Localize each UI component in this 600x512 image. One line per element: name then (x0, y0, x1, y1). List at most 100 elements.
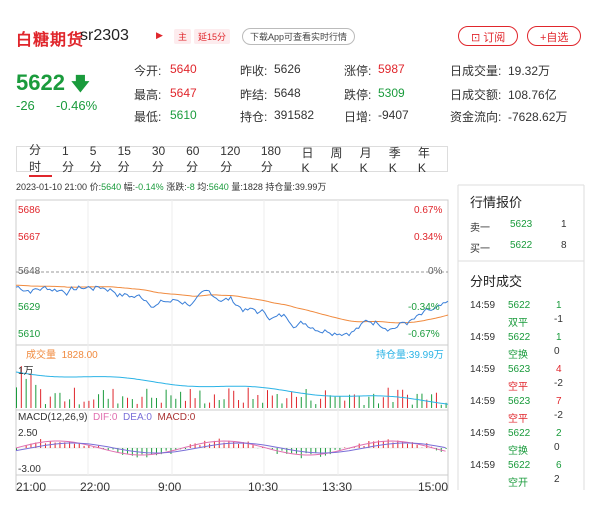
tab-monthly-k[interactable]: 月K (359, 145, 372, 175)
volume-bar (16, 387, 17, 408)
volume-bar (411, 404, 413, 408)
volume-bar (426, 399, 428, 408)
trade-oi-change: -1 (554, 314, 563, 325)
tab-1min[interactable]: 1分 (61, 143, 74, 174)
price-axis-3: 5648 (18, 266, 41, 277)
play-icon[interactable]: ▶ (156, 30, 163, 40)
volume-bar (146, 388, 148, 408)
volume-bar (93, 399, 95, 408)
last-price: 5622 🡇 (16, 70, 90, 102)
volume-bar (315, 404, 317, 408)
macd-bar (426, 443, 428, 448)
volume-legend-value: 1828.00 (61, 350, 98, 361)
ask1-label: 卖一 (470, 223, 490, 234)
trade-price: 5623 (508, 396, 531, 407)
volume-bar (88, 400, 90, 408)
volume-bar (435, 392, 437, 408)
info-vol: 1828 (242, 182, 263, 192)
trade-time: 14:59 (470, 332, 496, 343)
trade-oi-change: -2 (554, 378, 563, 389)
macd-bar (252, 445, 254, 448)
volume-bar (324, 390, 326, 408)
subscribe-button[interactable]: ⊡ 订阅 (458, 26, 519, 46)
volume-bar (281, 403, 283, 408)
trade-type: 双平 (508, 318, 528, 329)
prev-settle-label: 昨结: (240, 88, 268, 102)
tab-yearly-k[interactable]: 年K (417, 145, 430, 175)
macd-bar (291, 448, 293, 454)
volume-bar (151, 397, 153, 408)
day-turnover-value: 108.76亿 (508, 88, 557, 102)
volume-bar (107, 398, 109, 408)
oi-legend-label: 持仓量: (376, 350, 409, 361)
macd-bar (368, 441, 370, 448)
download-app-button[interactable]: 下载App可查看实时行情 (242, 28, 356, 45)
volume-bar (440, 404, 442, 408)
macd-bar (16, 448, 17, 451)
tab-intraday[interactable]: 分时 (29, 141, 52, 177)
ask1-price: 5623 (510, 219, 533, 230)
tab-180min[interactable]: 180分 (260, 143, 281, 174)
trade-type: 空开 (508, 478, 528, 489)
macd-bar (151, 448, 153, 455)
limit-down-value: 5309 (378, 86, 405, 100)
macd-bar (310, 448, 312, 455)
macd-bar (213, 440, 215, 448)
macd-bar (184, 448, 186, 450)
macd-bar (25, 445, 27, 448)
macd-bar (98, 445, 100, 448)
limit-up-label: 涨停: (344, 64, 372, 78)
tab-daily-k[interactable]: 日K (301, 145, 314, 175)
macd-legend: MACD(12,26,9) DIF:0 DEA:0 MACD:0 (18, 412, 195, 423)
price-change-pct: -0.46% (56, 98, 98, 113)
macd-bar (305, 448, 307, 454)
volume-bar (271, 395, 273, 408)
macd-macd: MACD:0 (157, 412, 196, 423)
info-avg: 5640 (208, 182, 229, 192)
volume-bar (131, 399, 133, 408)
macd-params: MACD(12,26,9) (18, 412, 88, 423)
macd-axis-top: 2.50 (18, 428, 38, 439)
prev-close-value: 5626 (274, 62, 301, 76)
info-oi-label: 持仓量: (265, 182, 295, 192)
add-watchlist-button[interactable]: +自选 (527, 26, 582, 46)
volume-bar (252, 398, 254, 408)
macd-bar (30, 443, 32, 448)
volume-bar (127, 397, 129, 408)
macd-bar (73, 443, 75, 448)
macd-bar (334, 448, 336, 450)
trade-time: 14:59 (470, 428, 496, 439)
volume-bar (213, 394, 215, 408)
macd-bar (59, 442, 61, 448)
orderbook-title: 行情报价 (470, 195, 523, 210)
tab-5min[interactable]: 5分 (89, 143, 102, 174)
volume-bar (25, 378, 27, 408)
macd-bar (392, 442, 394, 448)
volume-bar (300, 397, 302, 408)
macd-bar (165, 448, 167, 451)
open-interest-value: 391582 (274, 108, 315, 122)
volume-bar (349, 394, 351, 408)
tab-quarterly-k[interactable]: 季K (388, 145, 401, 175)
volume-bar (378, 403, 380, 408)
tab-60min[interactable]: 60分 (186, 143, 200, 174)
tab-weekly-k[interactable]: 周K (330, 145, 343, 175)
macd-bar (247, 441, 249, 448)
down-arrow-icon: 🡇 (71, 74, 90, 94)
trade-price: 5622 (508, 332, 531, 343)
volume-bar (112, 388, 114, 408)
volume-bar (382, 397, 384, 408)
tab-120min[interactable]: 120分 (220, 143, 241, 174)
macd-bar (228, 440, 230, 448)
volume-bar (363, 404, 365, 408)
tab-15min[interactable]: 15分 (117, 143, 131, 174)
volume-bar (238, 400, 240, 408)
bid1-price: 5622 (510, 240, 533, 251)
pct-axis-3: 0% (428, 266, 443, 277)
instrument-name: 白糖期货 (16, 32, 85, 49)
volume-bar (262, 402, 264, 408)
tab-30min[interactable]: 30分 (151, 143, 166, 174)
volume-bar (266, 390, 268, 408)
delay-tag: 延15分 (194, 29, 231, 44)
